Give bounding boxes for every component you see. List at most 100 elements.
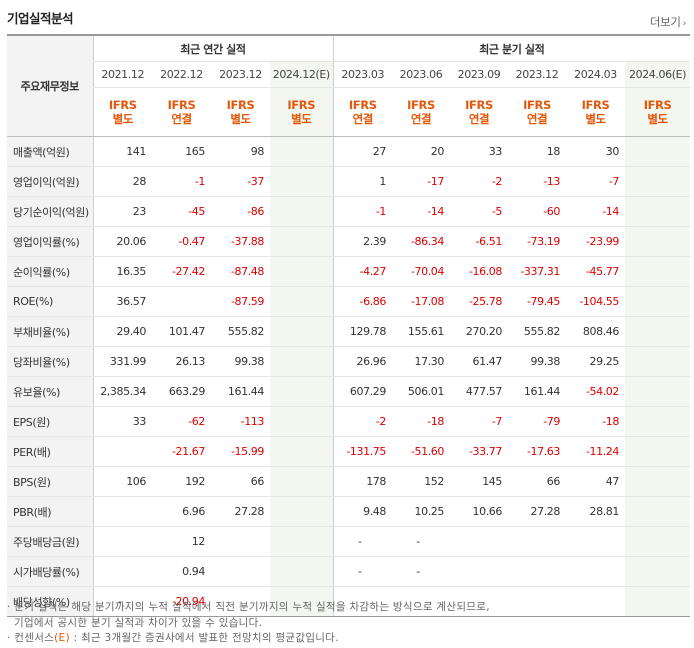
value-cell: 99.38 [508, 346, 566, 377]
row-label: 당좌비율(%) [7, 346, 93, 377]
value-cell [270, 316, 333, 347]
value-cell: 28 [92, 166, 152, 197]
ifrs-basis: 별도 [230, 112, 251, 126]
value-cell: -113 [211, 406, 270, 437]
value-cell: 47 [566, 466, 625, 497]
value-cell: -6.86 [332, 286, 392, 317]
value-cell: 23 [92, 196, 152, 227]
value-cell [508, 586, 566, 617]
value-cell [152, 286, 211, 317]
value-cell: 161.44 [211, 376, 270, 407]
table-row: ROE(%) 36.57 -87.59 -6.86 -17.08 -25.78 -79.45… [7, 286, 691, 317]
ifrs-basis-header: IFRS 연결 [332, 87, 392, 137]
value-cell: 477.57 [450, 376, 508, 407]
value-cell: 36.57 [92, 286, 152, 317]
value-cell [625, 196, 691, 227]
ifrs-basis: 연결 [526, 112, 548, 126]
value-cell: 18 [508, 136, 566, 167]
value-cell [625, 436, 691, 467]
table-row: 당기순이익(억원) 23 -45 -86 -1 -14 -5 -60 -14 [7, 196, 691, 227]
value-cell: -18 [566, 406, 625, 437]
value-cell: 17.30 [392, 346, 450, 377]
row-label: ROE(%) [7, 286, 93, 317]
value-cell: 145 [450, 466, 508, 497]
value-cell: -2 [450, 166, 508, 197]
value-cell [270, 196, 333, 227]
value-cell: 29.40 [92, 316, 152, 347]
table-row: 유보율(%) 2,385.34 663.29 161.44 607.29 506.01 47… [7, 376, 691, 407]
value-cell: 106 [92, 466, 152, 497]
value-cell: 98 [211, 136, 270, 167]
value-cell: 27 [332, 136, 392, 167]
value-cell: -15.99 [211, 436, 270, 467]
ifrs-basis: 연결 [468, 112, 490, 126]
value-cell: - [392, 526, 450, 557]
ifrs-basis-header: IFRS 연결 [508, 87, 566, 137]
row-label: 부채비율(%) [7, 316, 93, 347]
value-cell: 663.29 [152, 376, 211, 407]
value-cell [625, 406, 691, 437]
value-cell [566, 586, 625, 617]
value-cell [450, 526, 508, 557]
quarter-header: 최근 분기 실적 [332, 34, 691, 62]
value-cell: -62 [152, 406, 211, 437]
row-label: 배당성향(%) [7, 586, 93, 617]
value-cell: -37 [211, 166, 270, 197]
value-cell: -37.88 [211, 226, 270, 257]
value-cell: -17 [392, 166, 450, 197]
value-cell: -79.45 [508, 286, 566, 317]
value-cell: 9.48 [332, 496, 392, 527]
value-cell [450, 586, 508, 617]
value-cell: -51.60 [392, 436, 450, 467]
value-cell [270, 136, 333, 167]
table-row: 부채비율(%) 29.40 101.47 555.82 129.78 155.61 270.… [7, 316, 691, 347]
value-cell: -21.67 [152, 436, 211, 467]
more-label[interactable]: 더보기 [649, 15, 681, 29]
value-cell [270, 436, 333, 467]
value-cell [270, 466, 333, 497]
value-cell: 28.81 [566, 496, 625, 527]
value-cell: 192 [152, 466, 211, 497]
value-cell: 331.99 [92, 346, 152, 377]
row-label: 주당배당금(원) [7, 526, 93, 557]
value-cell [270, 256, 333, 287]
table-row: 순이익률(%) 16.35 -27.42 -87.48 -4.27 -70.04 -16.0… [7, 256, 691, 287]
value-cell: -5 [450, 196, 508, 227]
value-cell: -17.63 [508, 436, 566, 467]
value-cell: -7 [450, 406, 508, 437]
value-cell [270, 166, 333, 197]
ifrs-basis-header: IFRS 별도 [211, 87, 270, 137]
value-cell: -7 [566, 166, 625, 197]
value-cell [625, 526, 691, 557]
value-cell: 61.47 [450, 346, 508, 377]
value-cell: 555.82 [211, 316, 270, 347]
ifrs-basis: 별도 [585, 112, 606, 126]
ifrs-basis-header: IFRS 연결 [450, 87, 508, 137]
value-cell: 29.25 [566, 346, 625, 377]
corner-header: 주요재무정보 [7, 34, 93, 137]
value-cell: -104.55 [566, 286, 625, 317]
more-link[interactable]: 더보기 › [650, 14, 686, 30]
value-cell: 10.25 [392, 496, 450, 527]
value-cell [211, 586, 270, 617]
value-cell: -16.08 [450, 256, 508, 287]
value-cell: -2 [332, 406, 392, 437]
ifrs-label: IFRS [167, 98, 196, 112]
value-cell: 66 [211, 466, 270, 497]
ifrs-basis: 별도 [112, 112, 134, 126]
row-label: 유보율(%) [7, 376, 93, 407]
value-cell [332, 586, 392, 617]
footnote-2: 기업에서 공시한 분기 실적과 차이가 있을 수 있습니다. [14, 616, 263, 629]
row-label: 영업이익(억원) [7, 166, 93, 197]
value-cell [625, 226, 691, 257]
table-row: 주당배당금(원) 12 - - [7, 526, 691, 557]
value-cell: 33 [92, 406, 152, 437]
ifrs-label: IFRS [108, 98, 137, 112]
row-label: PBR(배) [7, 496, 93, 527]
row-label: 매출액(억원) [7, 136, 93, 167]
row-label: 당기순이익(억원) [7, 196, 93, 227]
value-cell [270, 226, 333, 257]
value-cell [211, 556, 270, 587]
ifrs-label: IFRS [581, 98, 610, 112]
value-cell [566, 526, 625, 557]
